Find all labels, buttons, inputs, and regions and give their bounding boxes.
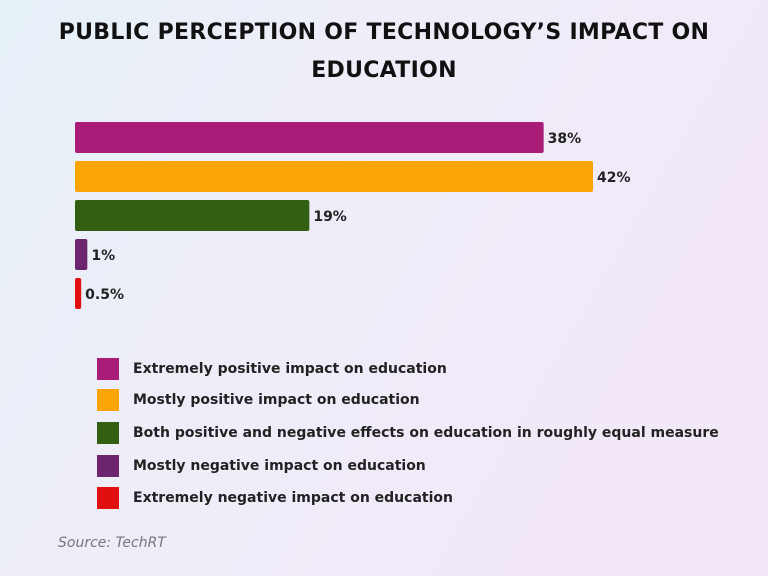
bar-4 [75,278,82,309]
data-label-2: 19% [313,209,347,225]
data-label-1: 42% [597,170,631,186]
legend-item: Mostly negative impact on education [97,455,426,477]
legend-item: Mostly positive impact on education [97,389,420,411]
legend-swatch [97,487,119,509]
bar-2 [75,200,310,231]
legend-item: Both positive and negative effects on ed… [97,422,719,444]
legend-label: Extremely positive impact on education [133,361,447,377]
legend-swatch [97,455,119,477]
source-note: Source: TechRT [58,535,166,551]
legend-swatch [97,389,119,411]
legend-item: Extremely negative impact on education [97,487,453,509]
legend-label: Mostly positive impact on education [133,392,420,408]
legend-swatch [97,422,119,444]
legend-label: Mostly negative impact on education [133,458,426,474]
data-label-4: 0.5% [85,287,124,303]
bar-3 [75,239,88,270]
data-label-0: 38% [548,131,582,147]
bar-chart: 38% 42% 19% 1% 0.5% [75,122,631,309]
legend-label: Extremely negative impact on education [133,490,453,506]
data-label-3: 1% [91,248,115,264]
bar-0 [75,122,544,153]
legend-swatch [97,358,119,380]
bar-1 [75,161,593,192]
legend-label: Both positive and negative effects on ed… [133,425,719,441]
chart-title: PUBLIC PERCEPTION OF TECHNOLOGY’S IMPACT… [58,20,710,83]
legend-item: Extremely positive impact on education [97,358,447,380]
